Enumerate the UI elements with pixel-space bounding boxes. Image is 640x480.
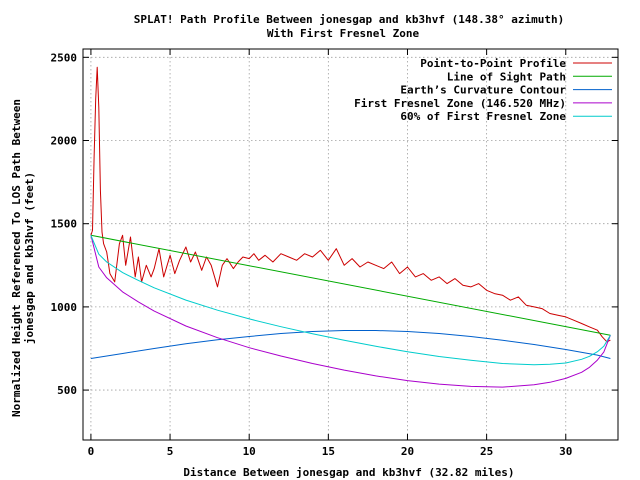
y-tick-label: 2000	[51, 135, 78, 148]
legend-label: Point-to-Point Profile	[420, 57, 566, 70]
x-axis-label: Distance Between jonesgap and kb3hvf (32…	[183, 466, 514, 479]
series-60-of-first-fresnel-zone	[90, 235, 611, 366]
legend-label: First Fresnel Zone (146.520 MHz)	[354, 97, 566, 110]
series-line-of-sight-path	[90, 234, 611, 336]
axis-ticks: 0 5 10 15 20 25 30 500 1000 1500 2000 2500	[51, 49, 618, 458]
y-tick-label: 2500	[51, 51, 78, 64]
y-tick-label: 1000	[51, 301, 78, 314]
x-tick-label: 30	[559, 445, 572, 458]
chart-title: SPLAT! Path Profile Between jonesgap and…	[134, 13, 564, 26]
y-tick-label: 500	[57, 384, 77, 397]
chart-subtitle: With First Fresnel Zone	[267, 27, 420, 40]
grid	[83, 49, 618, 440]
x-tick-label: 5	[167, 445, 174, 458]
series-group	[90, 66, 611, 388]
series-point-to-point-profile	[90, 66, 611, 343]
legend-label: 60% of First Fresnel Zone	[400, 110, 566, 123]
series-first-fresnel-zone-146-520-mhz	[90, 235, 611, 388]
series-earth-s-curvature-contour	[90, 330, 611, 359]
plot-frame	[82, 48, 619, 441]
legend-label: Line of Sight Path	[447, 70, 566, 83]
x-tick-label: 25	[480, 445, 493, 458]
y-axis-label-line2: jonesgap and kb3hvf (feet)	[23, 172, 36, 344]
y-axis-label-line1: Normalized Height Referenced To LOS Path…	[10, 99, 23, 417]
x-tick-label: 20	[401, 445, 414, 458]
x-tick-label: 15	[322, 445, 335, 458]
legend-label: Earth’s Curvature Contour	[400, 84, 566, 97]
x-tick-label: 0	[88, 445, 95, 458]
y-tick-label: 1500	[51, 218, 78, 231]
x-tick-label: 10	[243, 445, 256, 458]
